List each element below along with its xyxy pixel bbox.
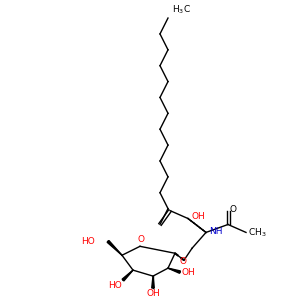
Text: O: O — [137, 235, 145, 244]
Polygon shape — [122, 270, 133, 281]
Polygon shape — [168, 268, 180, 273]
Polygon shape — [107, 241, 122, 255]
Text: O: O — [230, 205, 237, 214]
Text: H$_3$C: H$_3$C — [172, 4, 191, 16]
Text: NH: NH — [209, 227, 223, 236]
Text: HO: HO — [108, 281, 122, 290]
Text: OH: OH — [191, 212, 205, 221]
Polygon shape — [152, 276, 154, 288]
Text: HO: HO — [81, 237, 95, 246]
Text: CH$_3$: CH$_3$ — [248, 226, 267, 239]
Text: O: O — [179, 257, 187, 266]
Text: OH: OH — [181, 268, 195, 277]
Text: OH: OH — [146, 289, 160, 298]
